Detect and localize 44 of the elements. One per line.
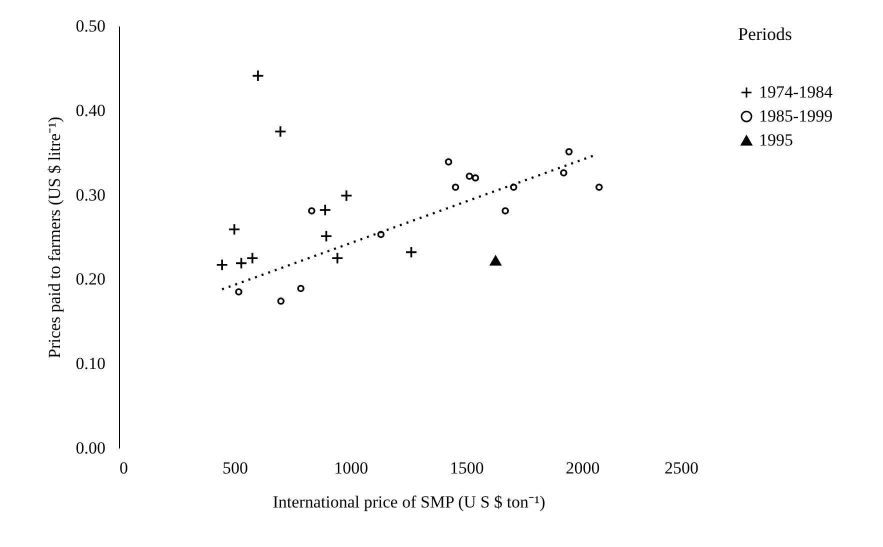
x-axis-title: International price of SMP (U S $ ton⁻¹) <box>272 492 546 512</box>
point <box>297 284 304 292</box>
point <box>490 256 502 266</box>
x-tick-label: 2000 <box>566 458 600 478</box>
y-axis-title: Prices paid to farmers (US $ litre⁻¹) <box>44 116 64 358</box>
point <box>331 252 344 264</box>
point <box>277 298 285 305</box>
point <box>466 172 474 180</box>
x-tick-label: 1500 <box>450 458 484 478</box>
y-tick-label: 0.00 <box>76 438 106 458</box>
point <box>320 230 332 242</box>
point <box>252 70 264 82</box>
point <box>510 184 518 191</box>
x-tick-label: 0 <box>120 458 128 478</box>
point <box>405 246 418 258</box>
legend-title: Periods <box>738 24 792 44</box>
y-tick-label: 0.20 <box>76 270 106 289</box>
point <box>228 223 240 236</box>
point <box>308 207 316 214</box>
point <box>377 230 385 238</box>
point <box>246 252 259 264</box>
point <box>565 148 573 156</box>
legend-label: 1985-1999 <box>759 106 833 126</box>
point <box>274 125 287 138</box>
y-tick-label: 0.50 <box>76 16 106 36</box>
x-tick-label: 1000 <box>334 458 368 478</box>
point <box>235 257 248 270</box>
y-tick-label: 0.10 <box>76 354 106 374</box>
point <box>444 158 452 166</box>
point <box>216 258 228 271</box>
point <box>472 174 480 182</box>
point <box>235 288 242 296</box>
legend-label: 1974-1984 <box>759 82 834 102</box>
point <box>340 190 353 202</box>
point <box>318 204 332 216</box>
point <box>595 184 603 191</box>
x-tick-label: 2500 <box>664 458 698 478</box>
legend-label: 1995 <box>759 130 793 150</box>
point <box>452 184 460 191</box>
x-tick-label: 500 <box>222 458 248 478</box>
y-tick-label: 0.40 <box>76 100 106 120</box>
point <box>560 169 568 176</box>
point <box>502 207 509 214</box>
y-tick-label: 0.30 <box>76 185 106 204</box>
